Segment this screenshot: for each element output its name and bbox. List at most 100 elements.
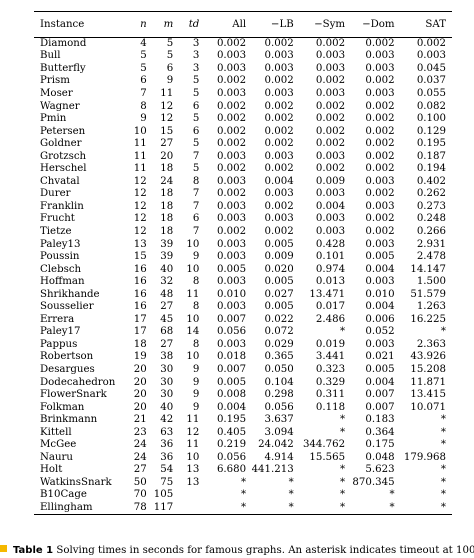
cell-td: 12	[186, 426, 200, 438]
cell-instance: Diamond	[40, 38, 87, 50]
cell-minus-sym: 0.017	[315, 301, 346, 313]
cell-td: 8	[192, 338, 200, 350]
cell-minus-dom: 0.175	[365, 439, 395, 451]
cell-minus-sym: 0.002	[315, 125, 346, 137]
cell-sat: *	[440, 414, 446, 426]
cell-n: 12	[133, 225, 147, 237]
table-row: Paley13 13 39 10 0.003 0.005 0.428 0.003 2.931	[34, 238, 452, 251]
cell-sat: 0.266	[416, 225, 446, 237]
table-row: Errera 17 45 10 0.007 0.022 2.486 0.006 16.225	[34, 314, 452, 327]
cell-instance: FlowerSnark	[40, 389, 107, 401]
table-row: Hoffman 16 32 8 0.003 0.005 0.013 0.003 1.500	[34, 276, 452, 289]
cell-td: 8	[192, 175, 200, 187]
cell-all: 0.003	[216, 213, 247, 225]
cell-instance: B10Cage	[40, 489, 87, 501]
table-caption: Table 1 Solving times in seconds for fam…	[0, 543, 474, 558]
cell-minus-sym: 0.003	[315, 62, 346, 74]
table-body: Diamond 4 5 3 0.002 0.002 0.002 0.002 0.002 Bull 5…	[34, 38, 452, 515]
cell-m: 18	[160, 225, 174, 237]
cell-n: 11	[133, 150, 147, 162]
cell-minus-dom: *	[389, 489, 395, 501]
col-header-td: td	[173, 11, 200, 38]
table-row: B10Cage 70 105 * * * * *	[34, 489, 452, 502]
cell-n: 20	[133, 363, 147, 375]
cell-minus-dom: 5.623	[365, 464, 395, 476]
cell-instance: Pappus	[40, 338, 78, 350]
cell-m: 48	[160, 288, 174, 300]
cell-minus-lb: 0.104	[264, 376, 294, 388]
cell-all: 0.219	[216, 439, 247, 451]
cell-sat: 0.002	[416, 38, 446, 50]
table-row: Desargues 20 30 9 0.007 0.050 0.323 0.005 15.208	[34, 364, 452, 377]
cell-td: 10	[186, 238, 200, 250]
cell-minus-sym: 0.329	[315, 376, 346, 388]
cell-instance: Pmin	[40, 113, 67, 125]
cell-td: 10	[186, 351, 200, 363]
cell-minus-dom: 0.003	[365, 175, 395, 187]
cell-minus-dom: 0.005	[365, 363, 395, 375]
cell-m: 27	[160, 138, 174, 150]
cell-td: 10	[186, 451, 200, 463]
cell-minus-lb: 3.094	[264, 426, 294, 438]
cell-all: 0.056	[216, 451, 247, 463]
cell-minus-sym: *	[339, 426, 346, 438]
cell-all: 0.003	[216, 62, 247, 74]
cell-m: 63	[160, 426, 174, 438]
cell-minus-dom: 0.007	[365, 401, 395, 413]
cell-sat: 16.225	[410, 313, 446, 325]
cell-sat: 0.045	[416, 62, 446, 74]
cell-m: 15	[160, 125, 174, 137]
cell-td: 6	[192, 213, 200, 225]
cell-minus-dom: 0.003	[365, 62, 395, 74]
cell-sat: 43.926	[410, 351, 446, 363]
cell-n: 5	[140, 50, 147, 62]
cell-minus-sym: 0.003	[315, 188, 346, 200]
cell-minus-sym: 0.002	[315, 163, 346, 175]
table-row: Paley17 17 68 14 0.056 0.072 * 0.052 *	[34, 326, 452, 339]
table-row: Sousselier 16 27 8 0.003 0.005 0.017 0.004 1.263	[34, 301, 452, 314]
cell-minus-lb: 0.056	[264, 401, 294, 413]
cell-sat: 51.579	[410, 288, 446, 300]
cell-minus-dom: 0.003	[365, 276, 395, 288]
cell-n: 24	[133, 439, 147, 451]
cell-sat: 0.273	[416, 200, 446, 212]
cell-instance: McGee	[40, 439, 77, 451]
cell-minus-sym: 0.101	[315, 251, 346, 263]
cell-all: 0.002	[216, 225, 247, 237]
cell-all: 0.005	[216, 376, 247, 388]
cell-minus-sym: 0.002	[315, 100, 346, 112]
cell-minus-dom: *	[345, 501, 395, 515]
cell-all: 0.002	[216, 100, 247, 112]
cell-td: 11	[186, 288, 200, 300]
cell-all: 0.003	[216, 150, 247, 162]
cell-td: 6	[192, 100, 200, 112]
cell-n: 4	[140, 38, 147, 50]
cell-minus-sym: 15.565	[309, 451, 346, 463]
cell-instance: WatkinsSnark	[40, 476, 112, 488]
table-row: Petersen 10 15 6 0.002 0.002 0.002 0.002 0.129	[34, 125, 452, 138]
cell-minus-sym: 0.002	[315, 138, 346, 150]
cell-instance: Dodecahedron	[40, 376, 116, 388]
cell-n: 24	[133, 451, 147, 463]
cell-sat: 15.208	[410, 363, 446, 375]
cell-minus-dom: 0.003	[365, 338, 395, 350]
cell-minus-sym: 0.009	[315, 175, 346, 187]
cell-minus-lb: 0.009	[264, 251, 294, 263]
col-header-all: All	[199, 11, 247, 38]
cell-minus-dom: 0.052	[365, 326, 395, 338]
cell-instance: Petersen	[40, 125, 86, 137]
cell-instance: Prism	[40, 75, 70, 87]
cell-minus-lb: 441.213	[251, 464, 294, 476]
cell-minus-dom: 0.010	[365, 288, 395, 300]
col-header-minus-lb: −LB	[246, 11, 294, 38]
cell-minus-sym: 13.471	[309, 288, 346, 300]
cell-instance: Shrikhande	[40, 288, 100, 300]
cell-td: 9	[192, 363, 200, 375]
cell-n: 17	[133, 326, 147, 338]
cell-minus-dom: 0.002	[365, 163, 395, 175]
table-row: Grotzsch 11 20 7 0.003 0.003 0.003 0.002 0.187	[34, 150, 452, 163]
cell-sat: *	[440, 476, 446, 488]
cell-minus-dom: 0.005	[365, 251, 395, 263]
cell-m: 18	[160, 200, 174, 212]
cell-td	[173, 489, 199, 502]
